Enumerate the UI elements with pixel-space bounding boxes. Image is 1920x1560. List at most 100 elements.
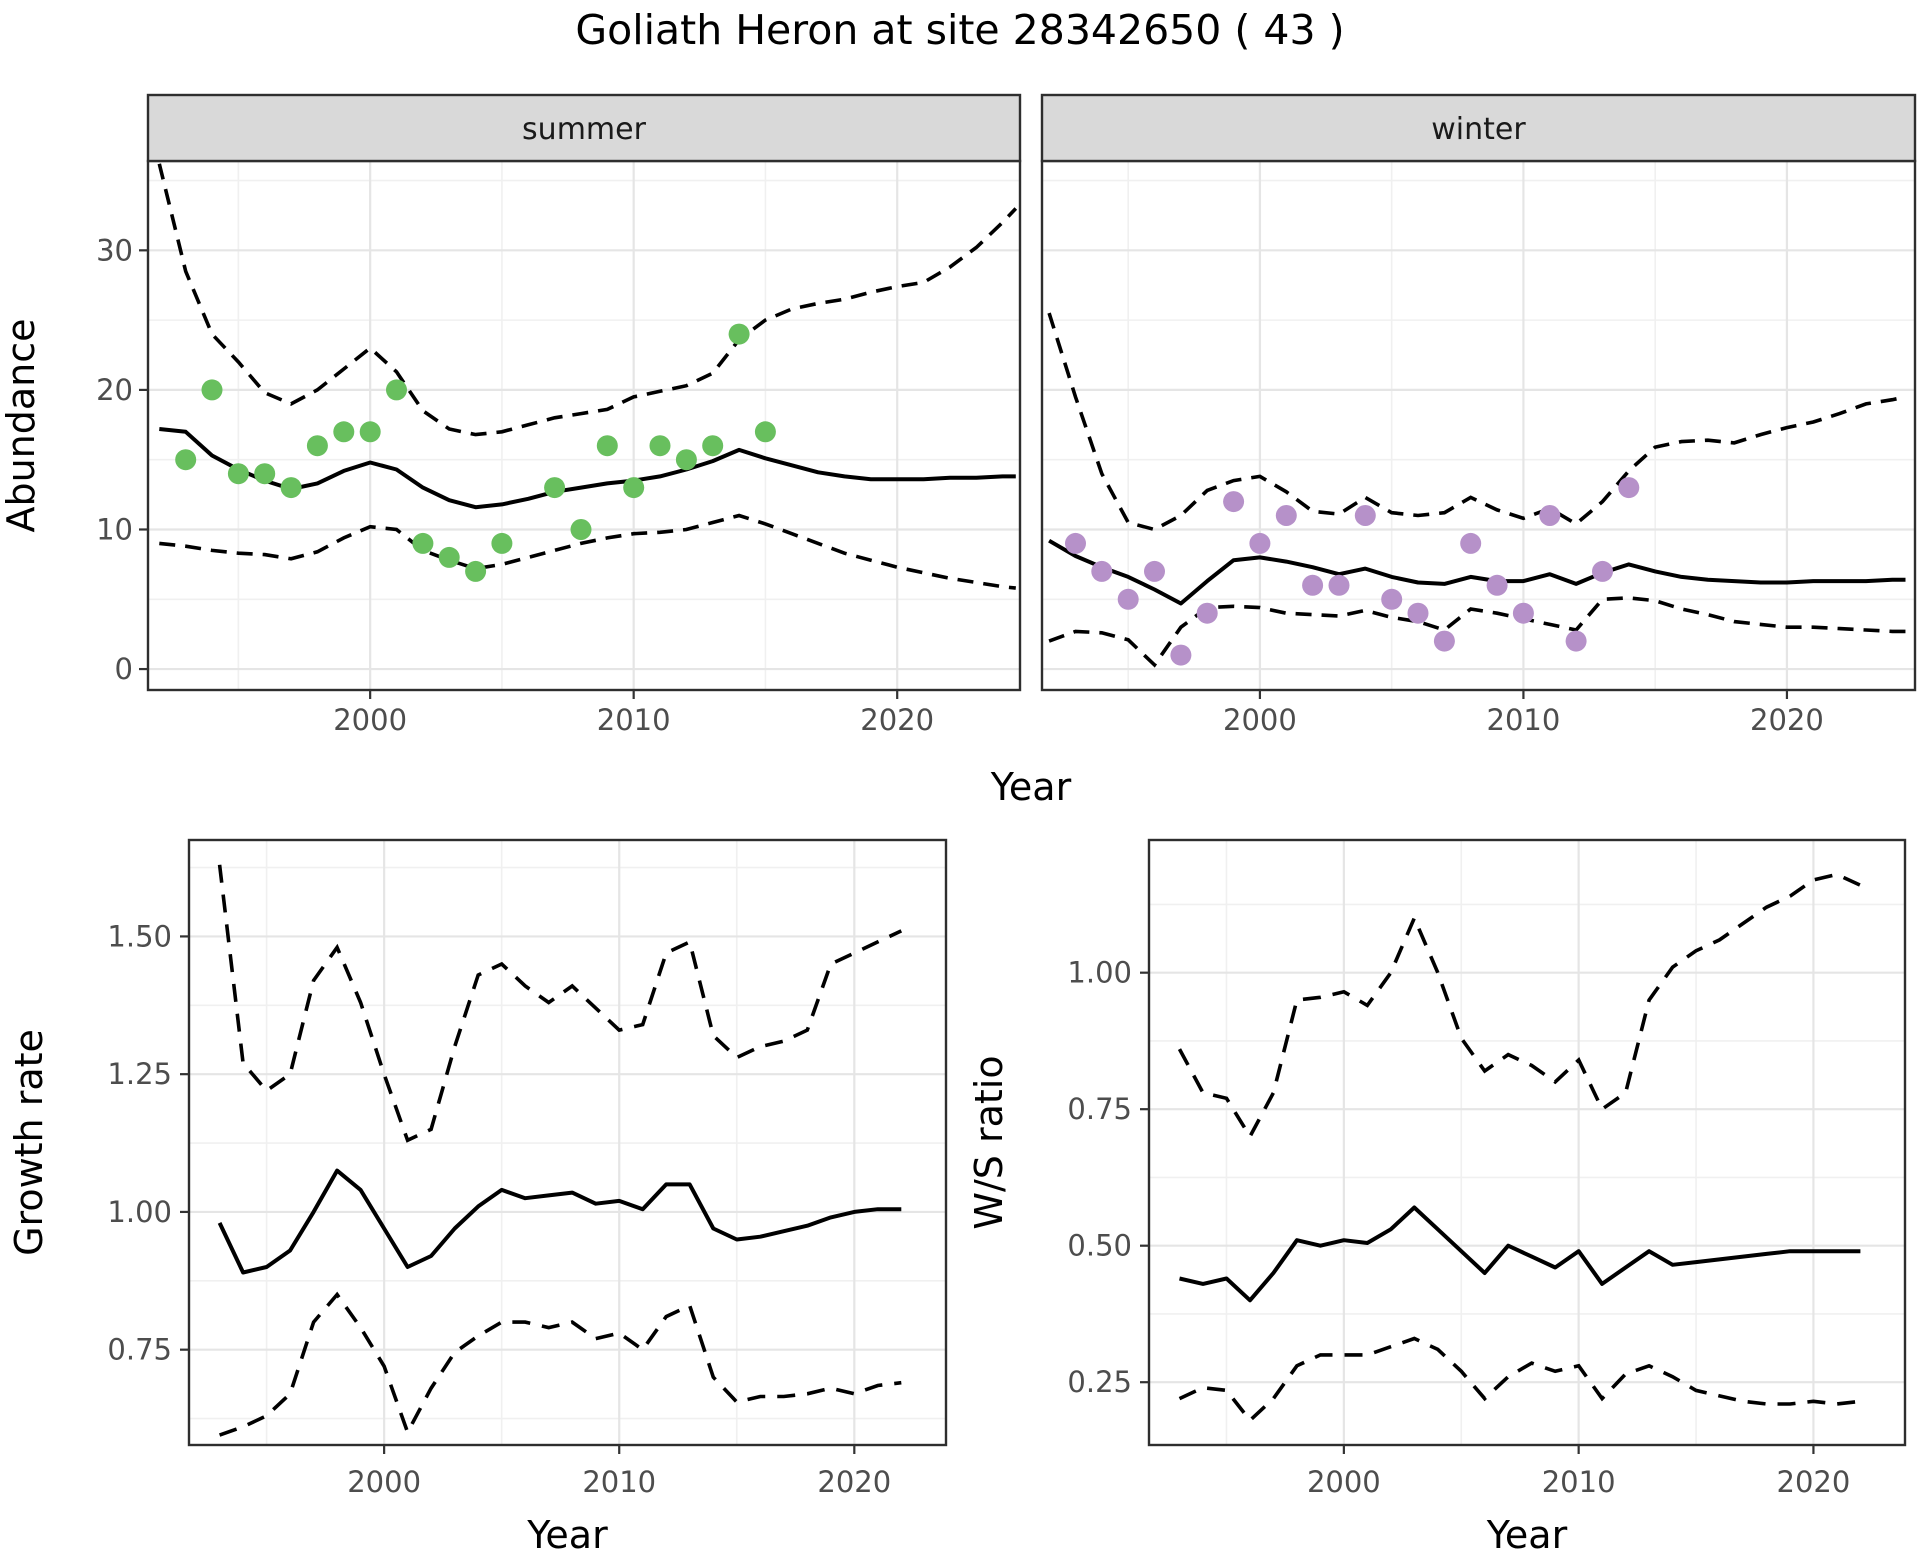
x-axis-title-top-row: Year xyxy=(990,765,1072,809)
grid-major xyxy=(1149,840,1905,1445)
data-point xyxy=(386,379,407,401)
data-point xyxy=(201,379,223,401)
data-point xyxy=(1196,602,1218,624)
data-point xyxy=(702,435,724,457)
y-tick-label: 1.25 xyxy=(107,1057,172,1091)
y-axis-title: W/S ratio xyxy=(967,1055,1011,1229)
x-axis-title: Year xyxy=(526,1513,608,1557)
data-point xyxy=(465,560,487,582)
data-point xyxy=(306,435,328,457)
data-points xyxy=(175,323,776,582)
panel-background xyxy=(148,161,1020,690)
x-tick-label: 2020 xyxy=(817,1465,891,1499)
y-tick-label: 0.75 xyxy=(1067,1092,1132,1126)
grid-major xyxy=(148,161,1020,690)
data-point xyxy=(1592,560,1613,582)
facet-strip xyxy=(146,93,1022,163)
x-tick-label: 2010 xyxy=(1487,703,1561,737)
data-point xyxy=(570,519,592,540)
fit-line xyxy=(159,427,1016,510)
y-tick-label: 1.50 xyxy=(107,919,172,953)
y-tick-label: 1.00 xyxy=(1067,956,1132,990)
axis-ticks xyxy=(180,935,856,1454)
data-point xyxy=(649,435,671,457)
y-tick-label: 0 xyxy=(115,652,133,686)
grid-minor xyxy=(189,840,946,1445)
data-point xyxy=(1512,602,1534,624)
x-tick-label: 2020 xyxy=(1750,703,1824,737)
lower-ci-line xyxy=(219,1291,902,1437)
data-point xyxy=(438,546,460,568)
y-tick-label: 0.75 xyxy=(107,1333,172,1367)
data-point xyxy=(623,477,645,499)
data-point xyxy=(359,421,381,443)
lower-ci-line xyxy=(1178,1336,1861,1424)
data-point xyxy=(1618,477,1640,499)
data-point xyxy=(596,435,618,457)
x-tick-label: 2010 xyxy=(597,703,671,737)
x-tick-label: 2000 xyxy=(333,703,407,737)
data-point xyxy=(754,421,776,443)
x-tick-label: 2020 xyxy=(1777,1465,1851,1499)
y-tick-label: 1.00 xyxy=(107,1195,172,1229)
data-point xyxy=(1565,630,1587,652)
grid-minor xyxy=(1149,840,1905,1445)
data-point xyxy=(1460,532,1482,554)
data-point xyxy=(412,532,434,554)
grid-major xyxy=(1042,161,1915,690)
x-axis-title: Year xyxy=(1486,1513,1568,1557)
data-point xyxy=(1249,532,1271,554)
data-point xyxy=(1091,560,1113,582)
data-point xyxy=(1144,560,1165,582)
y-tick-label: 0.25 xyxy=(1067,1365,1132,1399)
x-tick-label: 2000 xyxy=(1223,703,1297,737)
panel-border xyxy=(187,838,948,1447)
data-point xyxy=(175,449,197,471)
data-point xyxy=(1328,574,1350,596)
data-point xyxy=(1302,574,1324,596)
fit-line xyxy=(1179,1205,1861,1303)
y-tick-label: 0.50 xyxy=(1067,1229,1132,1263)
data-point xyxy=(1065,532,1086,554)
y-axis-title: Abundance xyxy=(0,318,43,532)
axis-ticks xyxy=(1258,690,1789,699)
y-tick-label: 30 xyxy=(96,233,133,267)
panel-growth_rate: 2000 2010 2020 0.75 1.00 1.25 1.50 Growth rate Y… xyxy=(7,838,948,1557)
upper-ci-line xyxy=(1047,312,1906,532)
panel-abundance_winter: winter 2000 2010 2020 xyxy=(1040,93,1917,737)
data-point xyxy=(728,323,750,345)
panel-border xyxy=(1147,838,1907,1447)
panel-background xyxy=(1149,840,1905,1445)
lower-ci-line xyxy=(1048,596,1906,668)
y-axis-title: Growth rate xyxy=(7,1029,51,1256)
panel-abundance_summer: summer 2000 2010 2020 0 10 20 30 Abundance xyxy=(0,93,1022,737)
lower-ci-line xyxy=(159,513,1016,590)
upper-ci-line xyxy=(157,163,1018,437)
data-point xyxy=(1275,505,1297,526)
facet-strip-label: winter xyxy=(1431,112,1526,147)
upper-ci-line xyxy=(1177,872,1862,1141)
data-point xyxy=(254,463,276,485)
data-point xyxy=(1381,588,1403,610)
x-tick-label: 2000 xyxy=(347,1465,421,1499)
x-tick-label: 2000 xyxy=(1307,1465,1381,1499)
panel-ws_ratio: 2000 2010 2020 0.25 0.50 0.75 1.00 W/S ratio Yea… xyxy=(967,838,1907,1557)
x-tick-label: 2020 xyxy=(860,703,934,737)
data-point xyxy=(1539,505,1561,526)
data-point xyxy=(1407,602,1429,624)
upper-ci-line xyxy=(217,864,903,1143)
data-point xyxy=(1117,588,1139,610)
data-point xyxy=(1223,491,1245,513)
facet-strip-label: summer xyxy=(522,112,647,147)
data-point xyxy=(675,449,697,471)
panel-background xyxy=(1042,161,1915,690)
y-tick-label: 10 xyxy=(96,512,133,546)
axis-ticks xyxy=(139,249,899,699)
axis-ticks xyxy=(1140,971,1815,1454)
data-point xyxy=(1170,644,1192,666)
data-point xyxy=(1354,505,1376,526)
facet-strip xyxy=(1040,93,1917,163)
fit-line xyxy=(217,1168,902,1275)
data-point xyxy=(1486,574,1508,596)
data-point xyxy=(280,477,302,499)
